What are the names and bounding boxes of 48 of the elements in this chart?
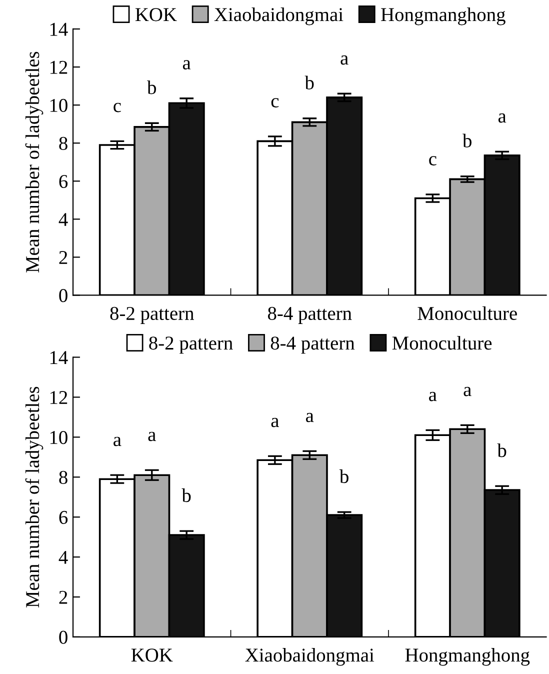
x-tick-label: KOK <box>131 648 173 662</box>
x-tick-label: Monoculture <box>418 306 517 320</box>
annotation: a <box>429 392 437 402</box>
annotation: b <box>147 80 156 94</box>
y-axis-title: Mean number of ladybeetles <box>25 52 44 272</box>
y-tick-label: 4 <box>58 550 68 564</box>
y-tick-label: 10 <box>50 98 68 112</box>
annotation: c <box>429 156 436 166</box>
annotation: b <box>182 488 191 502</box>
y-tick-label: 8 <box>59 470 68 484</box>
legend-label: Xiaobaidongmai <box>214 8 344 26</box>
annotation: a <box>148 432 156 442</box>
x-tick-label: Hongmanghong <box>405 648 530 666</box>
y-tick-label: 6 <box>59 174 68 188</box>
y-tick-label: 10 <box>50 430 68 444</box>
y-tick-label: 4 <box>58 213 68 226</box>
y-tick-label: 6 <box>59 510 68 524</box>
y-tick-label: 12 <box>50 391 68 404</box>
annotation: c <box>114 102 121 112</box>
y-tick-label: 14 <box>50 22 68 36</box>
legend-label: 8-4 pattern <box>270 336 355 354</box>
annotation: a <box>182 60 191 70</box>
annotation: b <box>497 443 506 458</box>
x-tick-label: 8-2 pattern <box>110 306 194 324</box>
y-axis-title: Mean number of ladybeetles <box>25 386 44 608</box>
y-tick-label: 12 <box>50 60 68 74</box>
annotation: a <box>306 412 314 422</box>
y-tick-label: 8 <box>59 136 68 150</box>
annotation: a <box>114 436 122 446</box>
legend-label: Monoculture <box>392 336 492 350</box>
y-tick-label: 2 <box>59 251 68 264</box>
legend-label: Hongmanghong <box>381 8 506 26</box>
x-tick-label: 8-4 pattern <box>268 306 352 324</box>
annotation: c <box>271 98 279 108</box>
annotation: a <box>271 418 279 428</box>
y-tick-label: 14 <box>50 351 68 364</box>
annotation: b <box>339 469 348 484</box>
y-tick-label: 0 <box>59 289 68 302</box>
annotation: b <box>304 76 314 90</box>
y-tick-label: 2 <box>59 590 68 604</box>
x-tick-label: Xiaobaidongmai <box>245 648 374 666</box>
annotation: b <box>462 134 472 148</box>
y-tick-label: 0 <box>59 630 68 644</box>
legend-label: KOK <box>135 8 177 22</box>
annotation: a <box>498 113 506 123</box>
annotation: a <box>340 55 348 65</box>
legend-label: 8-2 pattern <box>149 336 233 354</box>
annotation: a <box>464 386 472 396</box>
